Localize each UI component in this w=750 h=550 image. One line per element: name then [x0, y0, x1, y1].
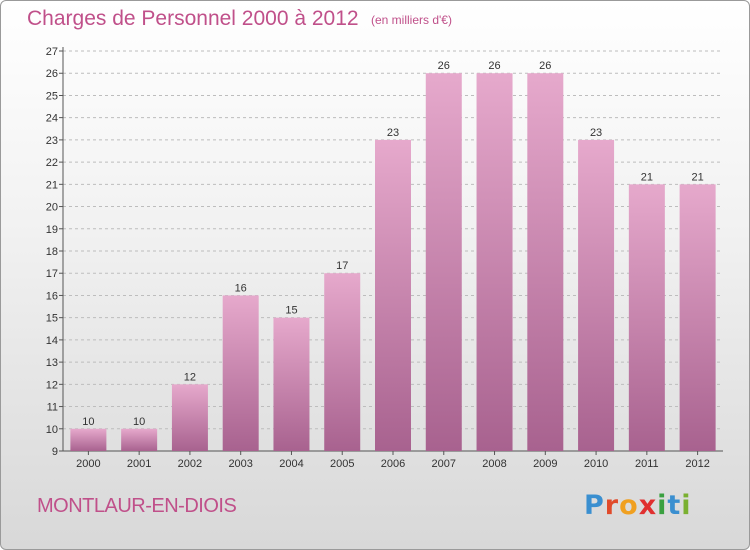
bar-2001: [121, 428, 158, 451]
logo-letter: P: [584, 490, 605, 521]
value-label: 23: [387, 127, 399, 139]
x-tick-label: 2008: [482, 458, 506, 470]
x-tick-label: 2011: [635, 458, 659, 470]
bar-2007: [425, 73, 462, 451]
commune-name: MONTLAUR-EN-DIOIS: [37, 495, 237, 517]
value-label: 10: [133, 416, 145, 428]
y-tick-label: 10: [46, 424, 58, 436]
y-tick-label: 12: [46, 379, 58, 391]
logo-letter: i: [657, 490, 668, 521]
y-tick-label: 9: [52, 446, 58, 458]
y-tick-label: 15: [46, 313, 58, 325]
bar-2010: [578, 139, 615, 451]
value-label: 12: [184, 371, 196, 383]
value-label: 10: [82, 416, 94, 428]
value-label: 26: [438, 60, 450, 72]
bar-2008: [476, 73, 513, 451]
x-tick-label: 2006: [381, 458, 405, 470]
y-tick-label: 23: [46, 135, 58, 147]
value-label: 21: [691, 171, 703, 183]
y-tick-label: 14: [46, 335, 58, 347]
y-tick-label: 19: [46, 224, 58, 236]
bar-2009: [527, 73, 564, 451]
bar-2011: [628, 184, 665, 452]
y-tick-label: 18: [46, 246, 58, 258]
value-label: 17: [336, 260, 348, 272]
x-tick-label: 2001: [127, 458, 151, 470]
x-tick-label: 2000: [76, 458, 100, 470]
chart-subtitle: (en milliers d'€): [371, 13, 452, 27]
y-tick-label: 17: [46, 268, 58, 280]
value-label: 15: [285, 305, 297, 317]
value-label: 26: [488, 60, 500, 72]
x-tick-label: 2010: [584, 458, 608, 470]
x-tick-label: 2007: [432, 458, 456, 470]
y-tick-label: 27: [46, 46, 58, 58]
x-tick-label: 2002: [178, 458, 202, 470]
bar-2006: [375, 139, 411, 451]
x-tick-label: 2005: [330, 458, 354, 470]
x-tick-label: 2009: [533, 458, 557, 470]
labels: 9 10 11 12 13 14 15 16 17 18 19 20 21 22 23 24 25 26 27 10 2…: [46, 46, 710, 470]
y-tick-label: 26: [46, 68, 58, 80]
value-label: 23: [590, 127, 602, 139]
logo-letter: t: [667, 490, 682, 521]
value-label: 21: [641, 171, 653, 183]
x-tick-label: 2003: [228, 458, 252, 470]
y-tick-label: 25: [46, 90, 58, 102]
x-tick-label: 2004: [279, 458, 303, 470]
bars: [70, 73, 716, 452]
logo-letter: r: [604, 490, 620, 521]
y-tick-label: 20: [46, 202, 58, 214]
chart-title: Charges de Personnel 2000 à 2012: [27, 7, 359, 30]
bar-2003: [222, 295, 259, 451]
bar-2005: [324, 273, 361, 451]
proxiti-logo[interactable]: Proxiti: [584, 490, 692, 521]
y-tick-label: 11: [47, 402, 58, 414]
logo-letter: x: [638, 490, 658, 521]
y-tick-label: 22: [46, 157, 58, 169]
value-label: 16: [235, 282, 247, 294]
bar-2004: [273, 317, 310, 451]
bar-2002: [171, 384, 208, 451]
value-label: 26: [539, 60, 551, 72]
y-tick-label: 24: [46, 113, 58, 125]
y-tick-label: 21: [46, 179, 58, 191]
y-tick-label: 13: [46, 357, 58, 369]
logo-letter: o: [619, 490, 639, 521]
bar-2012: [679, 184, 716, 452]
y-tick-label: 16: [46, 290, 58, 302]
bar-2000: [70, 428, 107, 451]
logo-letter: i: [681, 490, 692, 521]
x-tick-label: 2012: [685, 458, 709, 470]
